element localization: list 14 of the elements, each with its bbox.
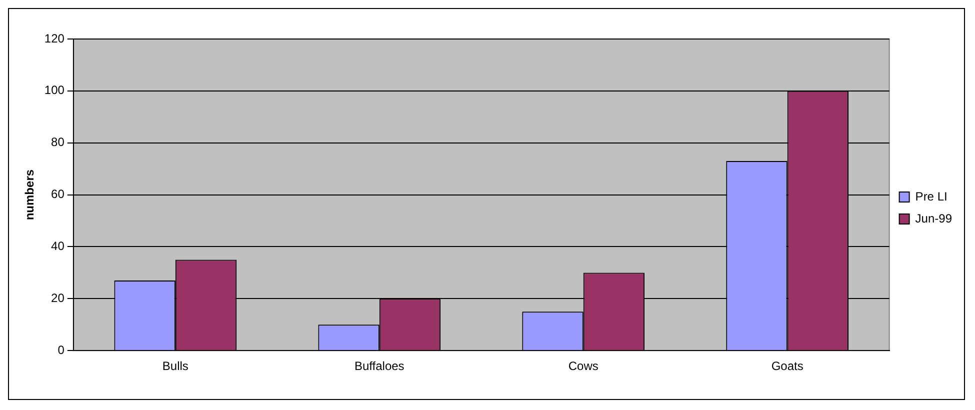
y-tick-label: 20	[51, 290, 65, 305]
y-axis-title: numbers	[22, 169, 37, 220]
x-tick-label: Bulls	[162, 359, 188, 374]
x-tick-label: Buffaloes	[354, 359, 404, 374]
y-tick-label: 100	[44, 83, 65, 98]
legend-label: Pre LI	[915, 189, 948, 204]
legend-label: Jun-99	[915, 211, 952, 226]
y-tick-label: 40	[51, 239, 65, 254]
y-tick-label: 80	[51, 135, 65, 150]
x-tick-label: Goats	[771, 359, 804, 374]
y-tick-label: 60	[51, 187, 65, 202]
y-tick-label: 120	[44, 31, 65, 46]
y-tick-label: 0	[58, 342, 65, 357]
x-tick-label: Cows	[568, 359, 598, 374]
